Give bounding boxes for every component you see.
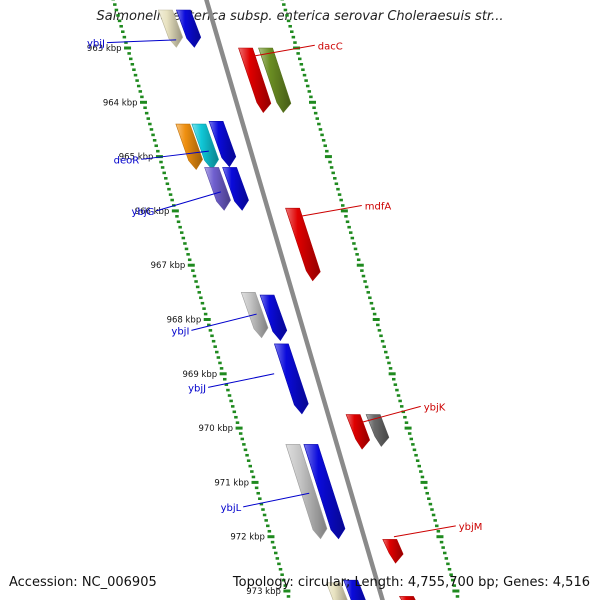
leader-line-ybjG [156,191,221,212]
gene-label-ybjM[interactable]: ybjM [459,522,483,533]
kbp-tick-label: 970 kbp [198,424,233,434]
kbp-tick-label: 969 kbp [183,370,218,380]
forward-gene-18[interactable] [326,582,350,600]
genome-backbone [204,0,385,600]
gene-label-ybjJ_top[interactable]: ybjJ [87,39,105,50]
map-title: Salmonella enterica subsp. enterica sero… [96,9,504,24]
forward-gene-6[interactable] [208,121,237,168]
kbp-tick-label: 964 kbp [103,98,138,108]
forward-gene-0[interactable] [157,9,184,48]
forward-gene-16[interactable] [303,444,346,540]
gene-label-ybjG[interactable]: ybjG [132,207,155,218]
gene-label-dacC[interactable]: dacC [318,41,343,52]
kbp-tick-label: 965 kbp [119,153,154,163]
reverse-gene-3[interactable] [258,47,292,113]
kbp-tick-label: 966 kbp [135,207,170,217]
reverse-gene-2[interactable] [238,47,272,113]
forward-gene-8[interactable] [222,167,249,211]
reverse-gene-9[interactable] [285,207,321,282]
label-layer: ybjJ dacC deoR ybjG mdfA ybjI ybjJ ybjK ybjL ybjM [87,39,483,538]
gene-layer [157,9,418,600]
gene-label-ybjK[interactable]: ybjK [424,402,446,413]
leader-line-deoR [141,150,209,160]
reverse-gene-14[interactable] [365,414,390,447]
leader-line-ybjK [360,405,421,424]
leader-line-mdfA [299,204,362,217]
forward-gene-7[interactable] [204,167,231,211]
reverse-gene-20[interactable] [398,596,418,600]
accession-text: Accession: NC_006905 [9,575,157,590]
forward-gene-12[interactable] [273,343,309,415]
forward-gene-5[interactable] [191,123,219,170]
gene-label-deoR[interactable]: deoR [114,155,140,166]
forward-gene-4[interactable] [175,123,203,170]
kbp-tick-label: 967 kbp [151,261,186,271]
forward-gene-1[interactable] [175,9,202,48]
topology-text: Topology: circular; Length: 4,755,700 bp… [232,575,590,590]
kbp-tick-label: 963 kbp [87,44,122,54]
kbp-tick-label: 972 kbp [230,533,265,543]
reverse-gene-13[interactable] [345,414,371,450]
gene-label-ybjJ[interactable]: ybjJ [188,383,206,394]
leader-line-ybjM [393,525,456,538]
leader-line-ybjL [243,492,310,508]
leader-line-dacC [252,44,315,57]
kbp-tick-label: 971 kbp [214,478,249,488]
forward-gene-19[interactable] [343,579,368,600]
gene-label-ybjL[interactable]: ybjL [221,503,242,514]
gene-label-mdfA[interactable]: mdfA [365,201,392,212]
leader-line-ybjI [191,313,257,331]
forward-gene-15[interactable] [285,444,328,540]
reverse-gene-17[interactable] [382,539,404,564]
leader-line-ybjJ_top [106,39,177,44]
tick-layer: 963 kbp 964 kbp 965 kbp 966 kbp 967 kbp 968 k… [87,0,460,598]
kbp-tick-label: 973 kbp [246,587,281,597]
gene-label-ybjI[interactable]: ybjI [171,326,189,337]
forward-gene-11[interactable] [259,294,288,342]
leader-line-ybjJ [208,373,275,388]
kbp-tick-label: 968 kbp [167,316,202,326]
